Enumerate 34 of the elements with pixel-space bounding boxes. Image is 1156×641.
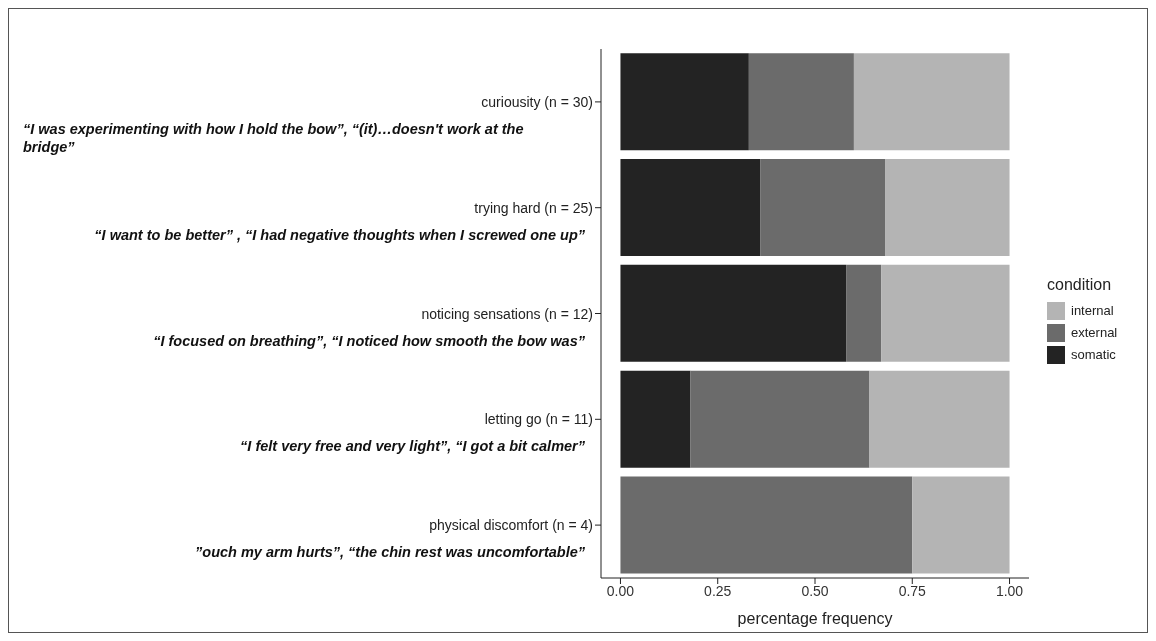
bar xyxy=(881,264,1010,362)
text: ”ouch my arm hurts”, “the chin rest was uncomfortable” xyxy=(195,544,586,561)
x-tick-label: 0.25 xyxy=(704,582,732,599)
legend-label: internal xyxy=(1071,303,1114,318)
text: “I felt very free and very light”, “I got a bit calmer” xyxy=(240,438,586,455)
y-tick-label: noticing sensations (n = 12) xyxy=(421,305,593,322)
y-tick-label: physical discomfort (n = 4) xyxy=(429,517,593,534)
legend-title: condition xyxy=(1047,275,1113,294)
x-tick-label: 0.75 xyxy=(898,582,927,599)
bar xyxy=(760,159,886,257)
text: “I want to be better” , “I had negative thoughts when I screwed one up” xyxy=(94,226,586,243)
bar xyxy=(853,53,1010,151)
bar xyxy=(846,264,882,362)
bar xyxy=(620,370,691,468)
bar xyxy=(885,159,1010,257)
y-tick-label: curiousity (n = 30) xyxy=(481,93,593,110)
bar xyxy=(690,370,870,468)
legend-label: external xyxy=(1071,325,1118,340)
legend-label: somatic xyxy=(1071,347,1116,362)
bar xyxy=(748,53,854,151)
bar xyxy=(620,476,913,574)
bar xyxy=(912,476,1010,574)
y-tick-label: letting go (n = 11) xyxy=(484,411,593,428)
bar xyxy=(620,53,749,151)
x-tick-label: 0.00 xyxy=(606,582,635,599)
y-tick-label: trying hard (n = 25) xyxy=(474,199,593,216)
x-tick-label: 1.00 xyxy=(995,582,1024,599)
x-axis-title: percentage frequency xyxy=(737,610,893,627)
x-tick-label: 0.50 xyxy=(801,582,829,599)
text: “I was experimenting with how I hold the bow”, “(it)…doesn't work at the bridge” xyxy=(23,120,524,155)
text: “I focused on breathing”, “I noticed how smooth the bow was” xyxy=(153,332,586,349)
bar xyxy=(620,264,847,362)
bar xyxy=(869,370,1010,468)
bar xyxy=(620,159,761,257)
